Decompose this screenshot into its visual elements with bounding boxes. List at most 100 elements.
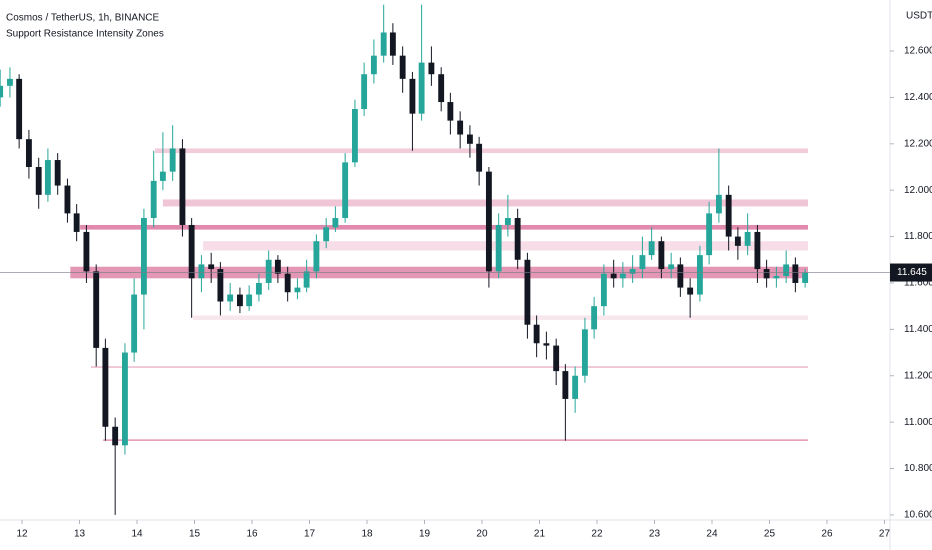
y-tick-label: 10.600	[904, 510, 932, 521]
y-tick-label: 11.000	[904, 417, 932, 428]
candle-body	[169, 148, 176, 172]
candle-body	[715, 194, 722, 214]
candle-body	[342, 162, 349, 219]
candle-body	[102, 347, 109, 427]
candle-body	[409, 78, 416, 114]
x-tick-label: 16	[246, 529, 258, 540]
candle-body	[83, 231, 90, 272]
candle-body	[476, 143, 483, 172]
candle-body	[93, 271, 100, 348]
y-tick-label: 12.600	[904, 46, 932, 57]
candle-body	[246, 294, 253, 307]
candle-body	[140, 218, 147, 295]
candle-body	[380, 32, 387, 56]
x-tick-label: 22	[591, 529, 603, 540]
y-tick-label: 12.200	[904, 138, 932, 149]
candle-body	[591, 306, 598, 330]
candle-body	[495, 224, 502, 272]
sr-zone	[162, 199, 809, 207]
candle-body	[648, 241, 655, 256]
candle-body	[418, 62, 425, 114]
candle-body	[562, 371, 569, 399]
x-tick-label: 25	[764, 529, 776, 540]
x-tick-label: 23	[649, 529, 661, 540]
candle-body	[639, 255, 646, 270]
candle-body	[600, 273, 607, 307]
x-tick-label: 26	[821, 529, 833, 540]
candle-body	[73, 213, 80, 232]
x-tick-label: 21	[534, 529, 546, 540]
x-tick-label: 19	[419, 529, 431, 540]
candle-body	[619, 273, 626, 279]
candle-body	[399, 55, 406, 79]
x-tick-label: 24	[706, 529, 718, 540]
candle-body	[64, 185, 71, 214]
candle-body	[0, 85, 4, 98]
candle-body	[16, 78, 23, 140]
candle-body	[44, 160, 51, 195]
candle-body	[466, 134, 473, 144]
y-tick-label: 11.200	[904, 370, 932, 381]
candle-body	[668, 264, 675, 270]
candle-body	[131, 294, 138, 353]
candle-body	[744, 231, 751, 246]
sr-zone	[91, 366, 809, 368]
candle-body	[323, 227, 330, 242]
candle-body	[227, 294, 234, 302]
candle-body	[361, 74, 368, 110]
candle-body	[389, 32, 396, 56]
candle-body	[428, 62, 435, 75]
plot	[0, 4, 809, 515]
candle-body	[533, 324, 540, 344]
candle-body	[734, 236, 741, 246]
candle-body	[217, 269, 224, 302]
sr-zone	[192, 315, 809, 321]
candle-body	[504, 218, 511, 225]
y-tick-label: 11.600	[904, 278, 932, 289]
sr-zone	[80, 224, 809, 230]
candle-body	[198, 264, 205, 279]
y-tick-label: 10.800	[904, 463, 932, 474]
indicator-name: Support Resistance Intensity Zones	[6, 29, 164, 40]
candle-body	[150, 180, 157, 219]
candle-body	[274, 259, 281, 274]
candle-body	[457, 120, 464, 135]
candle-body	[188, 224, 195, 279]
candle-body	[332, 218, 339, 228]
y-tick-label: 11.400	[904, 324, 932, 335]
candle-body	[610, 273, 617, 279]
candle-body	[438, 74, 445, 103]
y-tick-label: 11.800	[904, 231, 932, 242]
candle-body	[629, 269, 636, 274]
x-tick-label: 27	[879, 529, 891, 540]
candle-body	[802, 272, 809, 283]
candle-body	[524, 259, 531, 325]
sr-zone	[103, 439, 809, 441]
candle-body	[706, 213, 713, 256]
candle-body	[783, 264, 790, 277]
price-label: 11.645	[897, 267, 927, 278]
candle-body	[208, 264, 215, 270]
candle-body	[581, 329, 588, 376]
candle-body	[237, 294, 243, 307]
x-tick-label: 18	[361, 529, 373, 540]
candle-body	[485, 171, 492, 272]
candle-body	[687, 287, 694, 295]
candle-body	[294, 287, 301, 293]
y-tick-label: 12.000	[904, 185, 932, 196]
candle-body	[54, 160, 61, 186]
candle-body	[122, 352, 128, 446]
candle-body	[284, 273, 291, 293]
candle-body	[763, 269, 770, 279]
x-tick-label: 14	[131, 529, 143, 540]
candle-body	[351, 109, 358, 163]
candle-body	[792, 264, 799, 283]
candle-body	[447, 102, 454, 121]
price-label-box	[890, 263, 932, 282]
x-tick-label: 13	[74, 529, 86, 540]
candle-body	[179, 148, 186, 225]
candle-body	[696, 255, 703, 295]
candle-body	[303, 271, 310, 288]
candle-body	[25, 139, 32, 167]
